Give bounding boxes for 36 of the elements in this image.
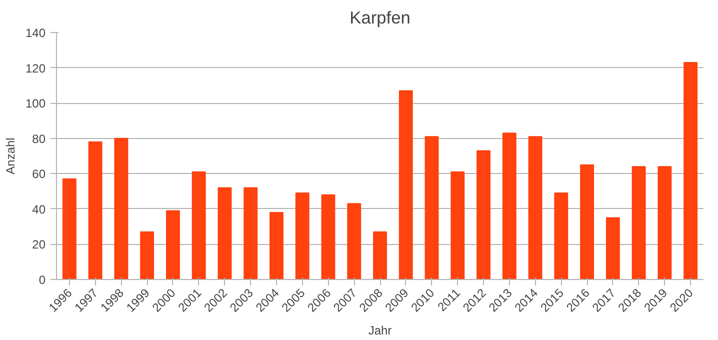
bar xyxy=(606,217,620,280)
bar xyxy=(658,166,672,280)
bar xyxy=(295,192,310,280)
bar xyxy=(373,231,387,280)
bar xyxy=(424,136,439,280)
y-tick-label: 60 xyxy=(32,167,46,182)
y-tick-label: 20 xyxy=(32,238,46,252)
y-tick-label: 140 xyxy=(25,26,46,40)
bar xyxy=(140,231,154,280)
bar xyxy=(554,192,568,280)
y-axis-title: Anzahl xyxy=(3,138,18,174)
x-axis-title: Jahr xyxy=(368,324,392,338)
bar xyxy=(270,212,284,280)
bar xyxy=(192,171,206,280)
y-tick-label: 40 xyxy=(32,202,46,216)
bar xyxy=(450,171,465,280)
bar xyxy=(218,187,232,280)
bar xyxy=(476,150,490,280)
bar xyxy=(502,132,516,280)
bar xyxy=(398,90,413,280)
bar xyxy=(347,203,362,280)
bar xyxy=(244,187,258,280)
y-tick-label: 80 xyxy=(32,132,46,146)
bar xyxy=(62,178,76,280)
bar xyxy=(528,136,542,280)
y-tick-label: 120 xyxy=(25,61,46,76)
y-tick-label: 0 xyxy=(38,273,46,287)
bar xyxy=(321,194,336,280)
bar xyxy=(632,166,646,280)
bar xyxy=(114,138,128,280)
bar xyxy=(88,141,102,280)
bar xyxy=(684,62,698,280)
bar xyxy=(580,164,594,280)
chart-title: Karpfen xyxy=(350,8,410,28)
y-tick-label: 100 xyxy=(25,96,46,111)
bar xyxy=(166,210,180,280)
